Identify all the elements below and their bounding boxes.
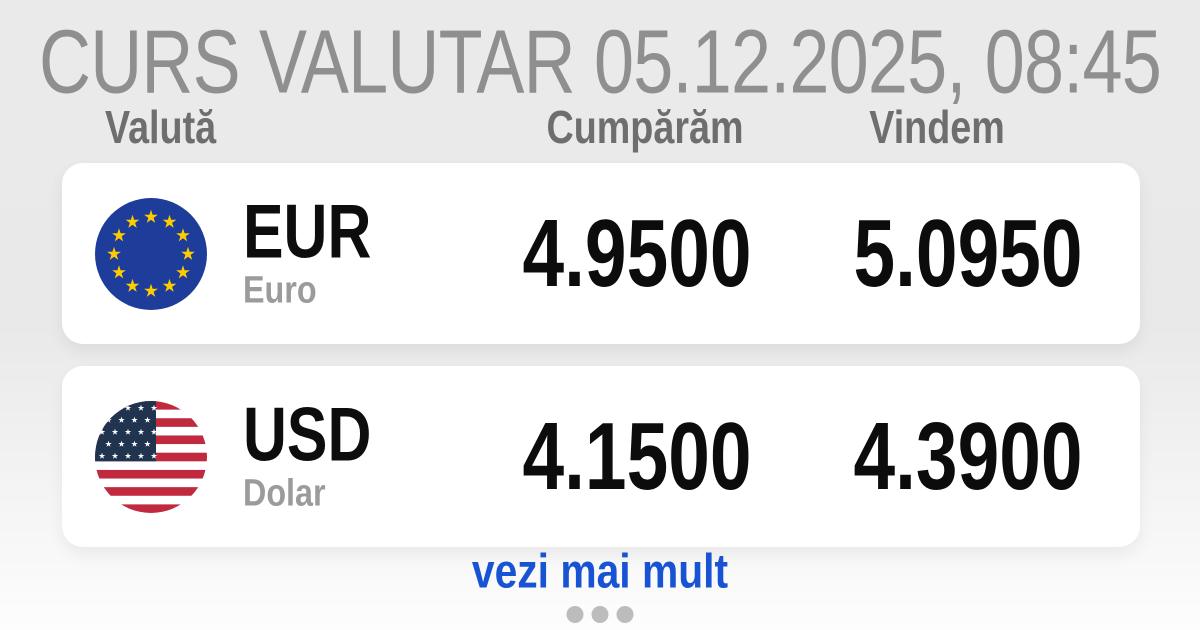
buy-rate-value: 4.1500: [522, 402, 752, 510]
currency-name-block: USD Dolar: [243, 391, 403, 515]
table-row-usd[interactable]: USD Dolar 4.1500 4.3900: [62, 366, 1140, 547]
buy-rate-value: 4.9500: [522, 199, 752, 307]
pagination-dot[interactable]: [591, 606, 609, 623]
currency-name: Euro: [243, 269, 317, 312]
pagination-dot[interactable]: [616, 606, 634, 623]
currency-name-block: EUR Euro: [243, 188, 403, 312]
pagination-dot[interactable]: [566, 606, 584, 623]
sell-rate-value: 5.0950: [853, 199, 1083, 307]
eu-flag-icon: [95, 197, 207, 310]
column-header-buy: Cumpărăm: [546, 101, 744, 153]
sell-rate-value: 4.3900: [853, 402, 1083, 510]
currency-code: USD: [243, 391, 372, 477]
us-flag-icon: [95, 400, 207, 513]
currency-code: EUR: [243, 188, 372, 274]
pagination-dots[interactable]: [566, 606, 634, 623]
currency-name: Dolar: [243, 472, 326, 515]
column-header-currency: Valută: [105, 101, 217, 153]
column-header-sell: Vindem: [869, 101, 1005, 153]
see-more-link[interactable]: vezi mai mult: [471, 545, 729, 599]
table-row-eur[interactable]: EUR Euro 4.9500 5.0950: [62, 163, 1140, 344]
page-title: CURS VALUTAR 05.12.2025, 08:45: [39, 12, 1162, 113]
